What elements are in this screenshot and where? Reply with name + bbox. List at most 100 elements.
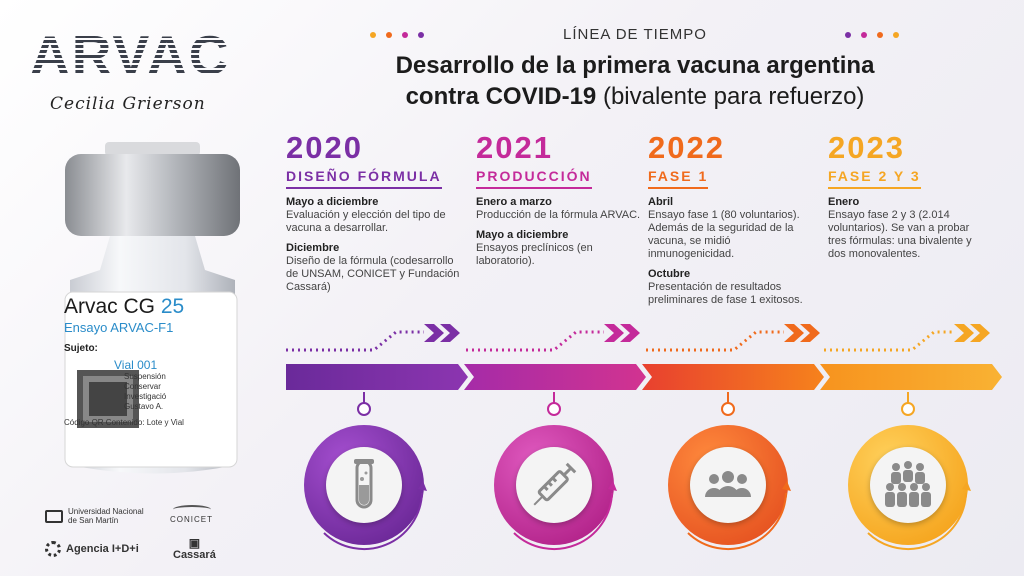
dotted-arrow-2022 <box>646 330 784 352</box>
inner-disc <box>870 447 946 523</box>
dotted-arrow-2021 <box>466 330 604 352</box>
dot <box>877 32 883 38</box>
syringe-icon <box>533 462 577 506</box>
page-title: Desarrollo de la primera vacuna argentin… <box>330 50 940 112</box>
circle-2020 <box>304 425 424 545</box>
timeline-entry: Abril Ensayo fase 1 (80 voluntarios). Ad… <box>648 196 808 261</box>
book-icon <box>45 509 63 523</box>
timeline-column-2021: 2021 PRODUCCIÓN Enero a marzo Producción… <box>476 132 651 268</box>
circle-arrow-2021 <box>513 481 617 551</box>
bar-segment-2020 <box>286 364 468 390</box>
phase-label: PRODUCCIÓN <box>476 168 592 189</box>
inner-disc <box>516 447 592 523</box>
conicet-logo: CONICET <box>170 505 213 524</box>
dotted-arrow-2023 <box>824 330 954 352</box>
vial-label-number: Vial 001 <box>114 358 158 372</box>
inner-disc <box>326 447 402 523</box>
test-tube-icon <box>354 459 374 509</box>
vial-label-sub: Ensayo ARVAC-F1 <box>64 320 174 335</box>
circle-2022 <box>668 425 788 545</box>
cassara-mark-icon: ▣ <box>188 536 201 550</box>
entry-body: Ensayo fase 2 y 3 (2.014 voluntarios). S… <box>828 209 972 260</box>
bar-segment-2022 <box>642 364 824 390</box>
connector-knob-2020 <box>357 402 371 416</box>
vial-label-dose: 25 <box>160 295 185 318</box>
timeline-entry: Diciembre Diseño de la fórmula (codesarr… <box>286 242 461 294</box>
chevrons-2022 <box>784 324 820 342</box>
conicet-wave-icon <box>172 505 211 514</box>
entry-body: Ensayo fase 1 (80 voluntarios). Además d… <box>648 209 800 260</box>
phase-label: FASE 1 <box>648 168 709 189</box>
dotted-arrow-2020 <box>286 330 424 352</box>
svg-text:ARVAC: ARVAC <box>30 30 231 78</box>
timeline-bar <box>286 364 1002 390</box>
circle-2021 <box>494 425 614 545</box>
bar-segment-2021 <box>464 364 646 390</box>
vial-text-line: Conservar <box>124 382 161 391</box>
chevrons-2023 <box>954 324 990 342</box>
dotted-circle-icon <box>45 541 61 557</box>
connector-knob-2023 <box>901 402 915 416</box>
connector-knob-2022 <box>721 402 735 416</box>
timeline-entry: Octubre Presentación de resultados preli… <box>648 268 808 307</box>
title-line-1: Desarrollo de la primera vacuna argentin… <box>395 52 875 79</box>
timeline-entry: Mayo a diciembre Ensayos preclínicos (en… <box>476 229 651 268</box>
vial-text-line: Investigació <box>124 392 167 401</box>
timeline-column-2020: 2020 DISEÑO FÓRMULA Mayo a diciembre Eva… <box>286 132 461 294</box>
agencia-logo: Agencia I+D+i <box>45 541 139 557</box>
header-eyebrow: LÍNEA DE TIEMPO <box>563 26 707 43</box>
phase-label: FASE 2 Y 3 <box>828 168 921 189</box>
header-dots-left <box>370 32 424 38</box>
signature-cecilia-grierson: Cecilia Grierson <box>50 94 206 114</box>
dot <box>418 32 424 38</box>
header-dots-right <box>845 32 899 38</box>
vial-label-subject: Sujeto: <box>64 343 98 354</box>
year-label: 2023 <box>828 130 905 165</box>
entry-heading: Mayo a diciembre <box>476 229 569 241</box>
timeline-entry: Mayo a diciembre Evaluación y elección d… <box>286 196 461 235</box>
entry-body: Diseño de la fórmula (codesarrollo de UN… <box>286 255 460 293</box>
bar-segment-2023 <box>820 364 1002 390</box>
chevrons-2020 <box>424 324 460 342</box>
circle-arrow-2023 <box>867 481 971 551</box>
vial-label: Arvac CG 25 Ensayo ARVAC-F1 Sujeto: Vial… <box>64 295 239 427</box>
entry-body: Evaluación y elección del tipo de vacuna… <box>286 209 446 234</box>
timeline-entry: Enero Ensayo fase 2 y 3 (2.014 voluntari… <box>828 196 988 261</box>
dot <box>370 32 376 38</box>
timeline-entry: Enero a marzo Producción de la fórmula A… <box>476 196 651 222</box>
vial-text-line: Suspensión <box>124 372 166 381</box>
year-label: 2022 <box>648 130 725 165</box>
dot <box>845 32 851 38</box>
entry-heading: Diciembre <box>286 242 340 254</box>
arvac-logo: ARVAC <box>30 30 231 78</box>
crowd-icon <box>885 461 931 507</box>
timeline-column-2023: 2023 FASE 2 Y 3 Enero Ensayo fase 2 y 3 … <box>828 132 988 261</box>
phase-label: DISEÑO FÓRMULA <box>286 168 442 189</box>
entry-heading: Abril <box>648 196 674 208</box>
entry-body: Presentación de resultados preliminares … <box>648 281 803 306</box>
chevrons-2021 <box>604 324 640 342</box>
circle-arrow-2022 <box>687 481 791 551</box>
timeline-column-2022: 2022 FASE 1 Abril Ensayo fase 1 (80 volu… <box>648 132 808 307</box>
entry-heading: Enero a marzo <box>476 196 552 208</box>
entry-body: Ensayos preclínicos (en laboratorio). <box>476 242 593 267</box>
cassara-logo: ▣ Cassará <box>173 536 216 561</box>
year-label: 2020 <box>286 130 363 165</box>
entry-heading: Octubre <box>648 268 691 280</box>
circle-2023 <box>848 425 968 545</box>
partner-logos: Universidad Nacional de San Martín CONIC… <box>45 505 245 570</box>
dot <box>386 32 392 38</box>
year-label: 2021 <box>476 130 553 165</box>
vaccine-vial-image <box>64 142 240 474</box>
title-line-2-bold: contra COVID-19 <box>405 83 597 110</box>
vial-text-line: Gustavo A. <box>124 402 164 411</box>
people-icon <box>705 471 751 497</box>
connector-knob-2021 <box>547 402 561 416</box>
timeline-dotted-arrows <box>286 324 990 352</box>
vial-qr-line: Código QR Contenido: Lote y Vial <box>64 418 184 427</box>
entry-heading: Mayo a diciembre <box>286 196 379 208</box>
dot <box>861 32 867 38</box>
vial-label-title: Arvac CG <box>64 295 156 318</box>
circle-arrow-2020 <box>323 481 427 551</box>
unsam-logo: Universidad Nacional de San Martín <box>45 507 148 525</box>
